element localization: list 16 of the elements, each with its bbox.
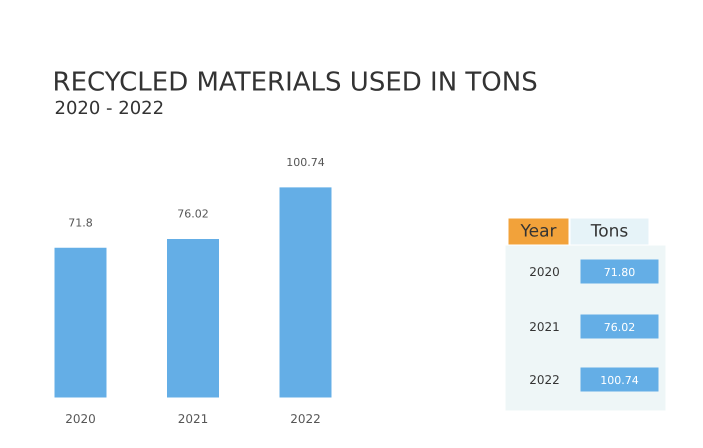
text: Tons [590, 222, 628, 242]
x-tick-label: 2022 [290, 412, 321, 426]
data-label: 76.02 [177, 207, 209, 220]
chart-title: RECYCLED MATERIALS USED IN TONS [52, 68, 538, 98]
data-label: 71.8 [68, 216, 93, 230]
text: 71.80 [604, 266, 636, 279]
text: 2021 [529, 320, 560, 334]
chart-subtitle: 2020 - 2022 [54, 98, 164, 119]
text: Year [520, 222, 557, 242]
text: 100.74 [600, 374, 639, 387]
text: 76.02 [604, 321, 636, 334]
data-label: 100.74 [286, 156, 325, 169]
x-tick-label: 2020 [65, 412, 96, 426]
x-tick-label: 2021 [178, 412, 208, 426]
text: 2022 [529, 373, 560, 387]
text: 2020 [529, 265, 560, 279]
